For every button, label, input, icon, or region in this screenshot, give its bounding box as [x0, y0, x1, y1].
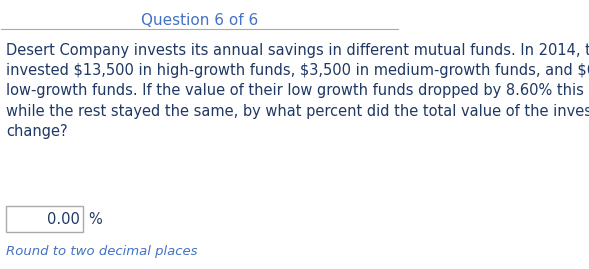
- FancyBboxPatch shape: [6, 206, 84, 232]
- Text: Desert Company invests its annual savings in different mutual funds. In 2014, th: Desert Company invests its annual saving…: [6, 43, 589, 139]
- Text: %: %: [88, 211, 102, 226]
- Text: Question 6 of 6: Question 6 of 6: [141, 13, 258, 28]
- Text: 0.00: 0.00: [47, 211, 80, 226]
- Text: Round to two decimal places: Round to two decimal places: [6, 245, 198, 258]
